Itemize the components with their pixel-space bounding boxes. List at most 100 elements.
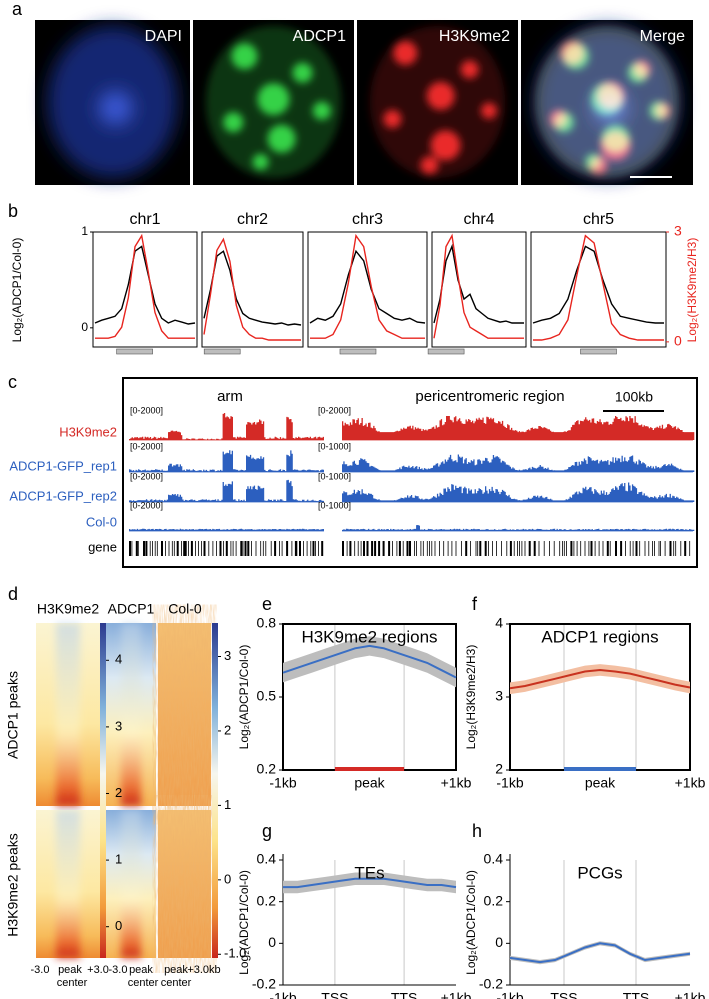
y-tick-label: 4 [495,615,503,631]
heatmap-texture [158,810,211,958]
x-tick-label: center [57,977,88,989]
y-tick-label: 0.2 [257,892,277,908]
panel-label: f [472,594,478,614]
track-signal [129,450,695,472]
track-signal [129,525,695,531]
focus [549,110,568,128]
track-label: H3K9me2 [59,424,117,439]
y2-axis-label: Log₂(H3K9me2/H3) [685,238,699,343]
panel-label: h [472,821,482,841]
y2-tick-label: 3 [674,223,682,239]
x-tick-label: -3.0 [109,964,128,976]
chart-title: chr1 [129,211,160,228]
gene-models [129,541,691,556]
image-label: DAPI [145,28,182,45]
y-tick-label: 0 [81,320,88,334]
plot-frame [201,231,304,348]
profile-line [532,245,664,324]
image-signal [534,26,680,178]
panel-label: g [262,821,272,841]
focus [460,60,479,79]
track-label: gene [88,539,117,554]
colorbar-tick-label: 0 [224,871,231,886]
focus [600,130,631,161]
x-tick-label: TSS [321,990,348,999]
y-axis-label: Log₂(ADCP1/Col-0) [10,238,24,343]
colorbar-tick-label: 4 [115,652,122,667]
channel [47,26,178,178]
colorbar [212,623,218,958]
centromere-bar [203,348,241,355]
column-label: H3K9me2 [37,601,99,617]
chart-title: ADCP1 regions [541,627,658,646]
focus [481,102,498,119]
x-tick-label: TTS [623,990,649,999]
focus [654,102,671,119]
centromere-bar [116,348,153,355]
x-tick-label: -1kb [269,990,296,999]
focus [393,41,418,65]
focus [312,101,331,120]
chart-title: chr4 [463,211,494,228]
chart-title: TEs [354,863,384,882]
track-label: Col-0 [86,514,117,529]
image-label: H3K9me2 [439,28,510,45]
plot-frame [307,231,428,348]
focus [430,130,461,161]
y-tick-label: 0.4 [484,851,504,867]
track-range: [0-1000] [318,471,351,481]
focus [596,81,625,110]
mean-line [509,942,691,964]
channel [369,26,506,178]
panel-label: e [262,594,272,614]
focus [267,124,296,153]
y-tick-label: 1 [81,224,88,238]
colorbar-tick-label: 1 [115,852,122,867]
region-label: pericentromeric region [415,388,564,405]
colorbar-tick-label: 3 [115,718,122,733]
profile-line [203,250,302,326]
x-tick-label: +1kb [675,990,706,999]
colorbar-tick-label: 2 [115,785,122,800]
focus [252,153,269,170]
panel-label: b [8,201,18,221]
track-range: [0-1000] [318,441,351,451]
plot-frame [530,231,667,348]
region-marker [564,767,636,771]
track-signal [129,479,695,502]
y-tick-label: 0.8 [257,615,277,631]
chart-title: PCGs [577,863,622,882]
y-tick-label: 0 [495,934,503,950]
plot-frame [431,231,527,348]
profile-line [95,233,195,339]
heatmap-center [56,810,80,958]
focus [231,43,258,70]
y-axis-label: Log₂(ADCP1/Col-0) [237,870,251,975]
heatmap-center [121,623,141,806]
chart-title: chr2 [237,211,268,228]
column-label: Col-0 [168,601,202,617]
profile-line [310,233,425,339]
focus [589,156,608,175]
error-band [510,941,690,965]
focus [420,156,439,175]
chart-title: chr5 [583,211,614,228]
colorbar-tick-label: 0 [115,918,122,933]
track-signal [129,413,695,440]
image-label: ADCP1 [293,28,346,45]
y-tick-label: -0.2 [479,976,503,992]
heatmap-texture [158,623,211,806]
y-tick-label: 3 [495,688,503,704]
region-label: arm [217,388,243,405]
x-tick-label: +3.0 [87,964,109,976]
heatmaps [36,623,218,958]
focus [257,83,290,116]
x-tick-label: -1kb [496,990,523,999]
x-tick-label: +1kb [441,990,472,999]
x-tick-label: +1kb [675,775,706,791]
profile-line [433,233,524,339]
track-label: ADCP1-GFP_rep2 [9,488,117,503]
profile-line [309,249,426,324]
error-band [283,872,456,894]
colorbar-tick-label: 3 [224,648,231,663]
